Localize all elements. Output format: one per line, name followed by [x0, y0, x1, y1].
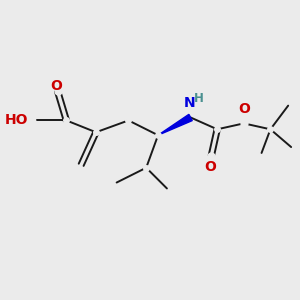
Text: H: H [194, 92, 203, 105]
Polygon shape [158, 114, 192, 135]
Text: O: O [204, 160, 216, 174]
Text: N: N [183, 96, 195, 110]
Text: O: O [238, 102, 250, 116]
Text: HO: HO [4, 113, 28, 128]
Text: O: O [50, 80, 62, 93]
